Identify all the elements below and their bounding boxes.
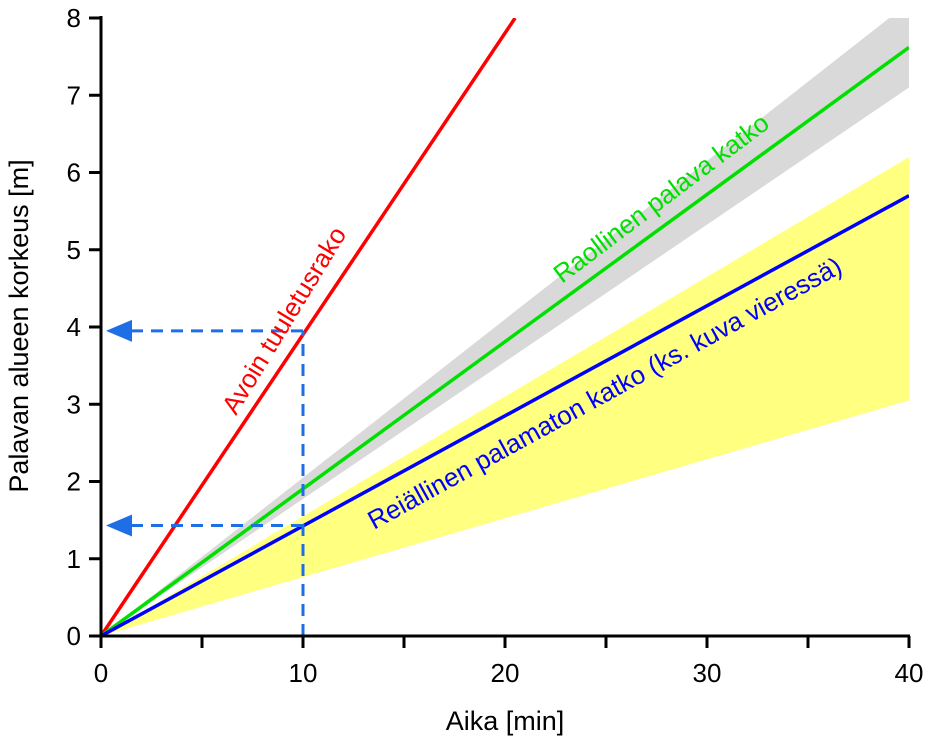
x-tick-label: 20 — [491, 658, 520, 688]
arrow-left-icon — [106, 319, 132, 342]
axes: 0 10 20 30 40 0 1 2 3 4 5 6 7 8 — [67, 3, 924, 688]
series-line-0 — [101, 18, 517, 636]
y-tick-label: 1 — [67, 544, 81, 574]
x-tick-label: 30 — [693, 658, 722, 688]
confidence-bands — [101, 18, 909, 636]
x-tick-label: 10 — [289, 658, 318, 688]
y-tick-label: 6 — [67, 158, 81, 188]
y-tick-label: 8 — [67, 3, 81, 33]
y-tick-label: 0 — [67, 621, 81, 651]
series-line-2 — [101, 194, 909, 636]
x-axis-title: Aika [min] — [446, 706, 565, 736]
y-axis-title: Palavan alueen korkeus [m] — [4, 159, 34, 492]
series-lines — [101, 18, 909, 636]
y-tick-label: 4 — [67, 312, 81, 342]
y-tick-label: 7 — [67, 80, 81, 110]
y-tick-label: 5 — [67, 235, 81, 265]
arrow-left-icon — [106, 514, 132, 537]
x-tick-label: 0 — [94, 658, 108, 688]
band-0 — [101, 18, 909, 636]
series-line-1 — [101, 45, 909, 636]
y-tick-label: 3 — [67, 389, 81, 419]
band-1 — [101, 157, 909, 636]
x-tick-label: 40 — [895, 658, 924, 688]
series-label-avoin: Avoin tuuletusrako — [216, 221, 353, 419]
reference-lines — [106, 319, 305, 636]
y-tick-label: 2 — [67, 467, 81, 497]
